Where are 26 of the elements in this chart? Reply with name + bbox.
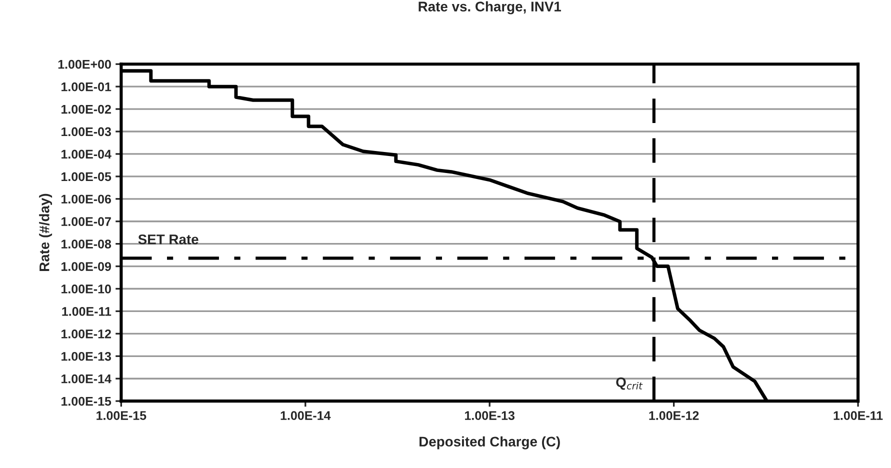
ref-line-label: SET Rate	[138, 234, 198, 244]
y-tick-label: 1.00E-13	[62, 352, 112, 361]
x-tick-label: 1.00E-13	[465, 411, 515, 420]
x-axis-title: Deposited Charge (C)	[420, 436, 560, 450]
x-tick-label: 1.00E-14	[280, 411, 331, 420]
y-tick-label: 1.00E-07	[62, 217, 111, 226]
y-tick-label: 1.00E-04	[62, 150, 112, 159]
y-tick-label: 1.00E-11	[62, 307, 112, 316]
y-tick-label: 1.00E-10	[62, 284, 111, 294]
y-tick-label: 1.00E-02	[62, 104, 111, 114]
y-tick-label: 1.00E-05	[62, 172, 112, 182]
y-tick-label: 1.00E+00	[58, 60, 111, 69]
y-tick-label: 1.00E-06	[62, 194, 112, 204]
y-tick-label: 1.00E-12	[62, 329, 111, 338]
y-tick-label: 1.00E-01	[62, 82, 112, 92]
y-tick-label: 1.00E-15	[62, 396, 112, 406]
y-axis-title: Rate (#/day)	[39, 194, 52, 272]
y-tick-label: 1.00E-09	[62, 262, 111, 271]
x-tick-label: 1.00E-15	[96, 411, 146, 420]
ref-line-label: Q$_{crit}$	[616, 377, 643, 390]
x-tick-label: 1.00E-11	[834, 411, 883, 420]
chart-title: Rate vs. Charge, INV1	[418, 1, 562, 14]
y-tick-label: 1.00E-08	[62, 240, 112, 248]
y-tick-label: 1.00E-03	[62, 127, 112, 136]
x-tick-label: 1.00E-12	[649, 411, 699, 420]
y-tick-label: 1.00E-14	[62, 374, 112, 384]
